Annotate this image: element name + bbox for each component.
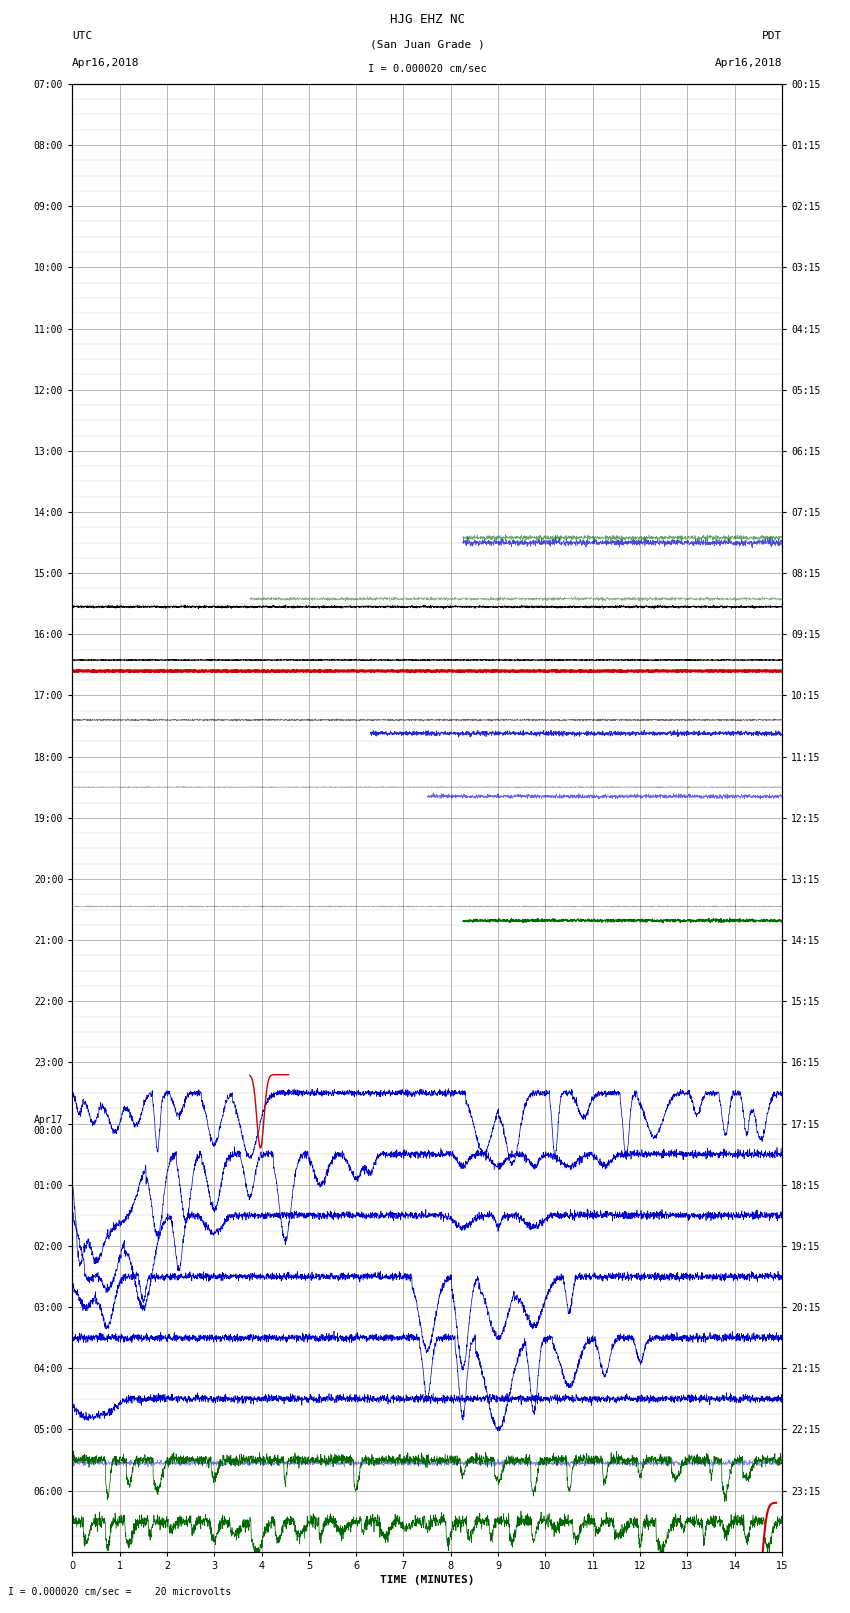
X-axis label: TIME (MINUTES): TIME (MINUTES) (380, 1574, 474, 1586)
Text: I = 0.000020 cm/sec =    20 microvolts: I = 0.000020 cm/sec = 20 microvolts (8, 1587, 232, 1597)
Text: Apr16,2018: Apr16,2018 (715, 58, 782, 68)
Text: I = 0.000020 cm/sec: I = 0.000020 cm/sec (368, 65, 487, 74)
Text: (San Juan Grade ): (San Juan Grade ) (371, 39, 484, 48)
Text: UTC: UTC (72, 31, 93, 42)
Text: PDT: PDT (762, 31, 782, 42)
Text: Apr16,2018: Apr16,2018 (72, 58, 139, 68)
Text: HJG EHZ NC: HJG EHZ NC (390, 13, 465, 26)
